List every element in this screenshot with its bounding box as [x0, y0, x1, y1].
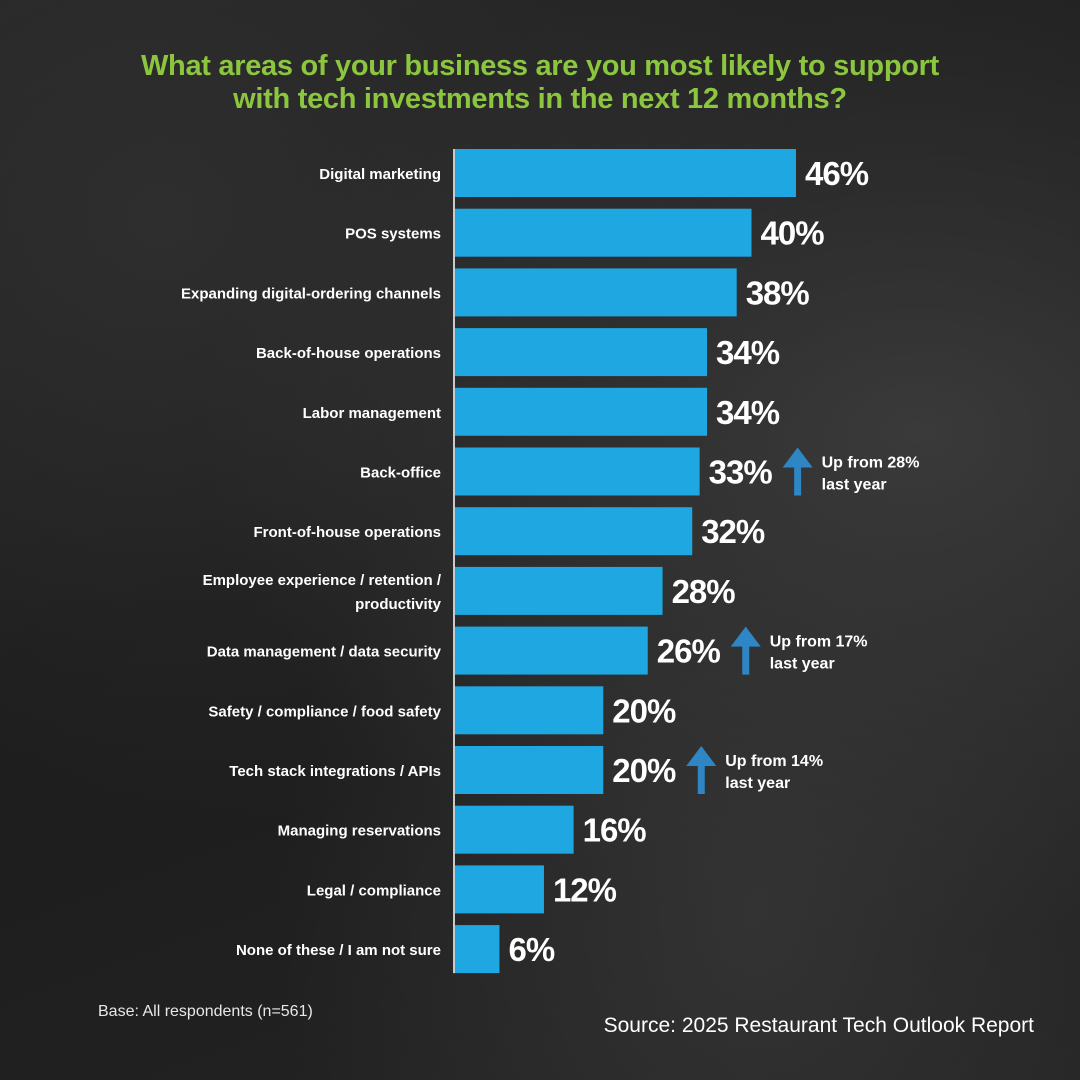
value-label-5: 33%	[709, 454, 773, 491]
up-arrow-shaft-0	[794, 461, 802, 496]
category-label-10: Tech stack integrations / APIs	[229, 763, 441, 780]
bar-6	[455, 507, 693, 556]
value-label-6: 32%	[701, 513, 765, 550]
value-label-13: 6%	[508, 931, 554, 968]
category-label-4: Labor management	[303, 405, 441, 422]
value-label-2: 38%	[746, 274, 810, 311]
category-label-9: Safety / compliance / food safety	[208, 703, 441, 720]
category-label-3: Back-of-house operations	[256, 345, 441, 362]
bar-8	[455, 626, 648, 675]
chart-title-line-2: with tech investments in the next 12 mon…	[233, 83, 847, 115]
category-label-13: None of these / I am not sure	[236, 942, 441, 959]
source-credit: Source: 2025 Restaurant Tech Outlook Rep…	[603, 1014, 1034, 1037]
category-label-8: Data management / data security	[207, 644, 442, 661]
value-label-4: 34%	[716, 394, 780, 431]
bar-4	[455, 387, 708, 436]
bar-11	[455, 805, 574, 854]
chart-title: What areas of your business are you most…	[0, 50, 1080, 116]
value-label-11: 16%	[583, 812, 647, 849]
chart-title-line-1: What areas of your business are you most…	[140, 50, 939, 82]
bar-0	[455, 149, 796, 197]
category-label-2: Expanding digital-ordering channels	[181, 285, 441, 302]
bar-3	[455, 328, 708, 377]
bar-12	[455, 865, 544, 914]
value-label-8: 26%	[657, 633, 721, 670]
category-label-0: Digital marketing	[319, 166, 441, 183]
bar-1	[455, 208, 752, 257]
value-label-10: 20%	[612, 752, 676, 789]
annotation-1-line-1: last year	[770, 656, 835, 673]
category-label-6: Front-of-house operations	[254, 524, 442, 541]
category-label-11: Managing reservations	[278, 823, 441, 840]
annotation-2-line-0: Up from 14%	[725, 753, 823, 770]
category-label-7-1: productivity	[355, 596, 441, 613]
bar-9	[455, 686, 604, 735]
value-label-7: 28%	[672, 573, 736, 610]
bar-5	[455, 447, 700, 496]
category-label-7-0: Employee experience / retention /	[203, 572, 442, 589]
value-label-1: 40%	[761, 215, 825, 252]
annotation-0-line-1: last year	[822, 477, 887, 494]
up-arrow-icon-2	[686, 746, 717, 766]
category-label-12: Legal / compliance	[307, 882, 441, 899]
annotation-0-line-0: Up from 28%	[822, 455, 920, 472]
up-arrow-shaft-2	[697, 760, 705, 794]
bar-10	[455, 746, 604, 794]
annotation-1-line-0: Up from 17%	[770, 634, 868, 651]
bar-13	[455, 925, 500, 974]
value-label-12: 12%	[553, 871, 617, 908]
base-footnote: Base: All respondents (n=561)	[98, 1003, 313, 1020]
bar-2	[455, 268, 737, 317]
bar-7	[455, 566, 663, 615]
value-label-0: 46%	[805, 155, 869, 192]
up-arrow-icon-1	[730, 626, 761, 647]
value-label-9: 20%	[612, 692, 676, 729]
annotation-2-line-1: last year	[725, 775, 790, 792]
value-label-3: 34%	[716, 334, 780, 371]
category-label-5: Back-office	[360, 465, 441, 482]
up-arrow-shaft-1	[742, 640, 750, 675]
up-arrow-icon-0	[782, 447, 813, 468]
category-label-1: POS systems	[345, 226, 441, 243]
